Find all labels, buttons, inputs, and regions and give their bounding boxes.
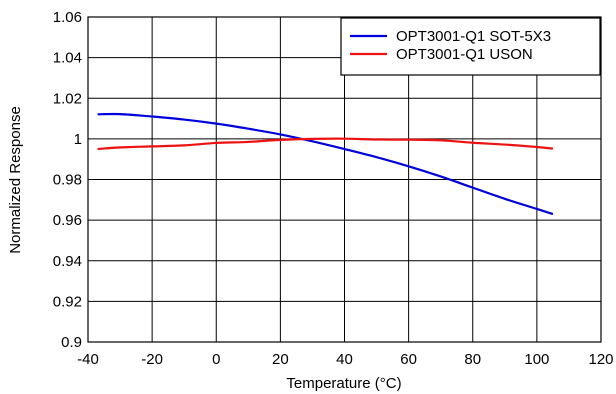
legend-label-1: OPT3001-Q1 SOT-5X3 [396,28,551,45]
x-tick-label: 20 [272,351,289,368]
x-tick-label: -40 [77,351,99,368]
legend-label-2: OPT3001-Q1 USON [396,46,533,63]
y-tick-label: 0.98 [53,172,82,189]
x-axis-label: Temperature (°C) [286,375,401,392]
y-tick-label: 1.02 [53,90,82,107]
y-tick-label: 0.92 [53,293,82,310]
y-tick-label: 0.94 [53,253,82,270]
legend-box [340,17,601,76]
x-tick-label: 80 [464,351,481,368]
y-tick-labels: 0.9 0.92 0.94 0.96 0.98 1 1.02 1.04 1.06 [53,9,82,351]
x-tick-label: 0 [212,351,220,368]
y-tick-label: 1.06 [53,9,82,26]
y-tick-label: 0.96 [53,212,82,229]
y-tick-label: 1 [74,131,82,148]
y-tick-label: 1.04 [53,50,82,67]
series-line-2 [97,137,554,151]
x-tick-label: 60 [400,351,417,368]
x-tick-labels: -40 -20 0 20 40 60 80 100 120 [77,351,613,368]
x-tick-label: 120 [588,351,613,368]
series-line-1 [97,112,554,216]
y-tick-label: 0.9 [61,334,82,351]
x-tick-label: 40 [336,351,353,368]
x-tick-label: -20 [141,351,163,368]
series-group [97,112,554,216]
y-axis-label: Normalized Response [7,106,24,254]
x-tick-label: 100 [524,351,549,368]
plot-border [87,16,602,343]
